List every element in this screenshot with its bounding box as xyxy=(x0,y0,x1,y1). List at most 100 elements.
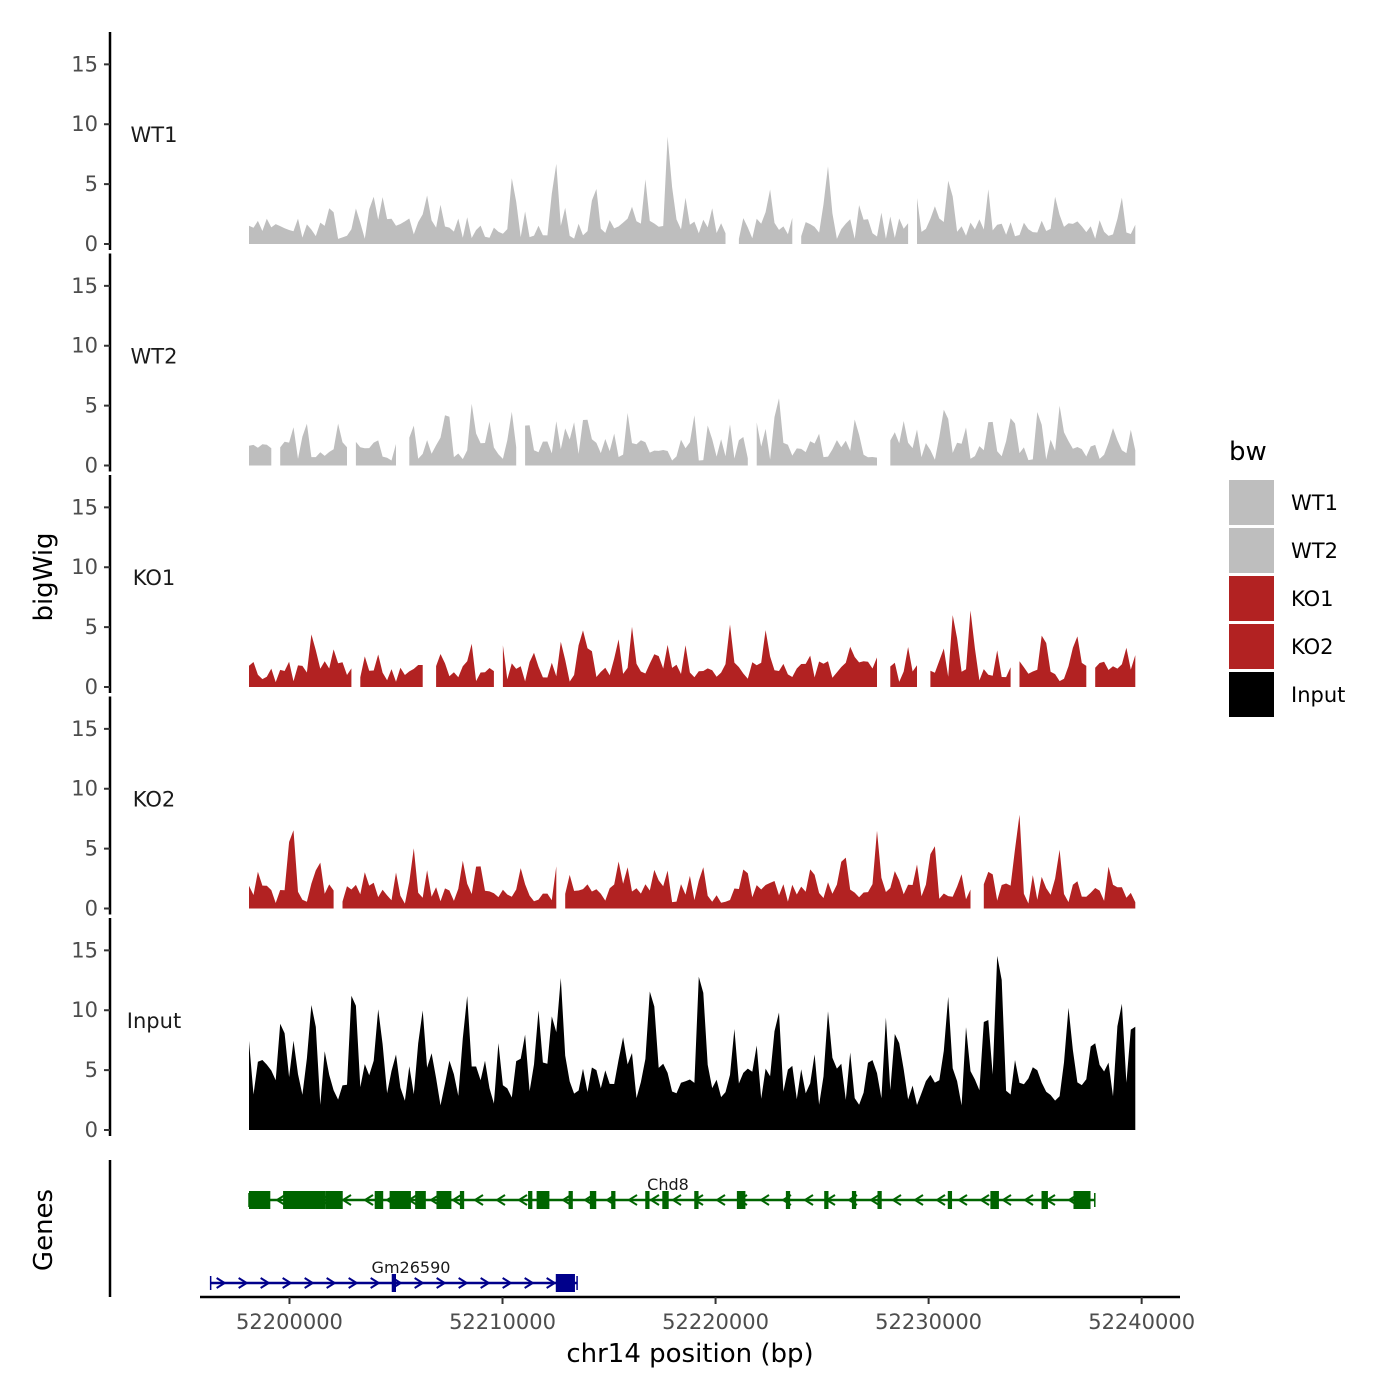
gene-exon xyxy=(736,1191,746,1209)
gene-exon xyxy=(389,1191,411,1209)
genes-axis-title: Genes xyxy=(29,1189,59,1271)
y-tick-label: 10 xyxy=(71,334,98,358)
strand-arrow xyxy=(1023,1194,1034,1206)
strand-arrow xyxy=(913,1194,924,1206)
gene-chd8: Chd8 xyxy=(248,1175,1096,1209)
track-label-wt1: WT1 xyxy=(131,123,178,147)
x-tick-label: 52240000 xyxy=(1088,1310,1195,1334)
track-label-input: Input xyxy=(127,1009,181,1033)
coverage-area-ko2 xyxy=(249,830,334,909)
strand-arrow xyxy=(326,1277,337,1289)
gene-name-label: Chd8 xyxy=(647,1175,689,1194)
y-tick-label: 10 xyxy=(71,555,98,579)
gene-name-label: Gm26590 xyxy=(372,1258,451,1277)
y-tick-label: 0 xyxy=(85,232,98,256)
strand-arrow xyxy=(561,1194,572,1206)
strand-arrow xyxy=(649,1194,660,1206)
y-tick-label: 10 xyxy=(71,998,98,1022)
legend-key-wt1 xyxy=(1229,480,1274,525)
legend-key-wt2 xyxy=(1229,528,1274,573)
gene-exon xyxy=(555,1274,575,1292)
gene-exon xyxy=(662,1191,669,1209)
coverage-area-ko1 xyxy=(502,624,877,687)
gene-exon xyxy=(391,1274,396,1292)
coverage-area-wt2 xyxy=(525,413,748,466)
track-wt2: 0 5 10 15 WT2 xyxy=(71,253,1136,478)
track-input: 0 5 10 15 Input xyxy=(71,918,1136,1142)
gene-exon xyxy=(947,1191,953,1209)
strand-arrow xyxy=(363,1194,374,1206)
y-tick-label: 15 xyxy=(71,938,98,962)
gene-exon xyxy=(283,1191,326,1209)
x-tick-label: 52230000 xyxy=(875,1310,982,1334)
gene-exon xyxy=(374,1191,384,1209)
strand-arrow xyxy=(957,1194,968,1206)
strand-arrow xyxy=(348,1277,359,1289)
coverage-tracks: 0 5 10 15 WT1 0 5 10 15 WT2 0 5 10 15 KO1 0 5 10 15 KO2 0 5 10… xyxy=(71,32,1136,1142)
strand-arrow xyxy=(495,1194,506,1206)
strand-arrow xyxy=(341,1194,352,1206)
strand-arrow xyxy=(436,1277,447,1289)
track-label-wt2: WT2 xyxy=(131,345,178,369)
y-tick-label: 15 xyxy=(71,52,98,76)
legend: bw WT1 WT2 KO1 KO2 Input xyxy=(1229,437,1345,717)
coverage-area-input xyxy=(249,955,1136,1130)
legend-label-wt2: WT2 xyxy=(1291,539,1338,563)
gene-exon xyxy=(1041,1191,1048,1209)
legend-key-ko2 xyxy=(1229,624,1274,669)
gene-exon xyxy=(824,1191,829,1209)
strand-arrow xyxy=(935,1194,946,1206)
gene-exon xyxy=(589,1191,597,1209)
coverage-area-ko1 xyxy=(1019,635,1087,687)
strand-arrow xyxy=(414,1277,425,1289)
strand-arrow xyxy=(546,1277,557,1289)
coverage-area-wt1 xyxy=(249,136,726,244)
gene-exon xyxy=(1073,1191,1091,1209)
gene-exon xyxy=(528,1191,533,1209)
x-axis-title: chr14 position (bp) xyxy=(566,1339,813,1369)
x-tick-label: 52200000 xyxy=(236,1310,343,1334)
coverage-area-ko2 xyxy=(983,814,1136,909)
strand-arrow xyxy=(627,1194,638,1206)
y-tick-label: 15 xyxy=(71,274,98,298)
strand-arrow xyxy=(275,1194,286,1206)
strand-arrow xyxy=(715,1194,726,1206)
strand-arrow xyxy=(1001,1194,1012,1206)
strand-arrow xyxy=(473,1194,484,1206)
gene-exon xyxy=(536,1191,550,1209)
legend-label-wt1: WT1 xyxy=(1291,491,1338,515)
gene-track: Chd8 Gm26590 xyxy=(108,1160,1096,1297)
legend-label-ko1: KO1 xyxy=(1291,587,1334,611)
legend-label-input: Input xyxy=(1291,683,1345,707)
strand-arrow xyxy=(891,1194,902,1206)
gene-gm26590: Gm26590 xyxy=(209,1258,578,1292)
coverage-area-wt1 xyxy=(738,189,793,244)
x-tick-label: 52210000 xyxy=(449,1310,556,1334)
coverage-area-ko2 xyxy=(565,830,971,909)
strand-arrow xyxy=(759,1194,770,1206)
coverage-area-ko1 xyxy=(890,647,917,687)
gene-exon xyxy=(568,1191,573,1209)
coverage-area-wt2 xyxy=(756,398,877,466)
track-ko1: 0 5 10 15 KO1 xyxy=(71,475,1136,699)
coverage-area-ko2 xyxy=(342,848,557,909)
gene-exon xyxy=(459,1191,465,1209)
legend-key-ko1 xyxy=(1229,576,1274,621)
strand-arrow xyxy=(216,1277,227,1289)
gene-exon xyxy=(415,1191,426,1209)
legend-key-input xyxy=(1229,672,1274,717)
legend-label-ko2: KO2 xyxy=(1291,635,1334,659)
gene-exon xyxy=(645,1191,650,1209)
gene-exon xyxy=(611,1191,616,1209)
strand-arrow xyxy=(304,1277,315,1289)
strand-arrow xyxy=(671,1194,682,1206)
strand-arrow xyxy=(260,1277,271,1289)
y-tick-label: 5 xyxy=(85,837,98,861)
gene-exon xyxy=(249,1191,271,1209)
y-tick-label: 10 xyxy=(71,112,98,136)
coverage-area-wt2 xyxy=(890,405,1136,466)
strand-arrow xyxy=(451,1194,462,1206)
y-tick-label: 5 xyxy=(85,1058,98,1082)
coverage-area-wt2 xyxy=(409,403,517,466)
